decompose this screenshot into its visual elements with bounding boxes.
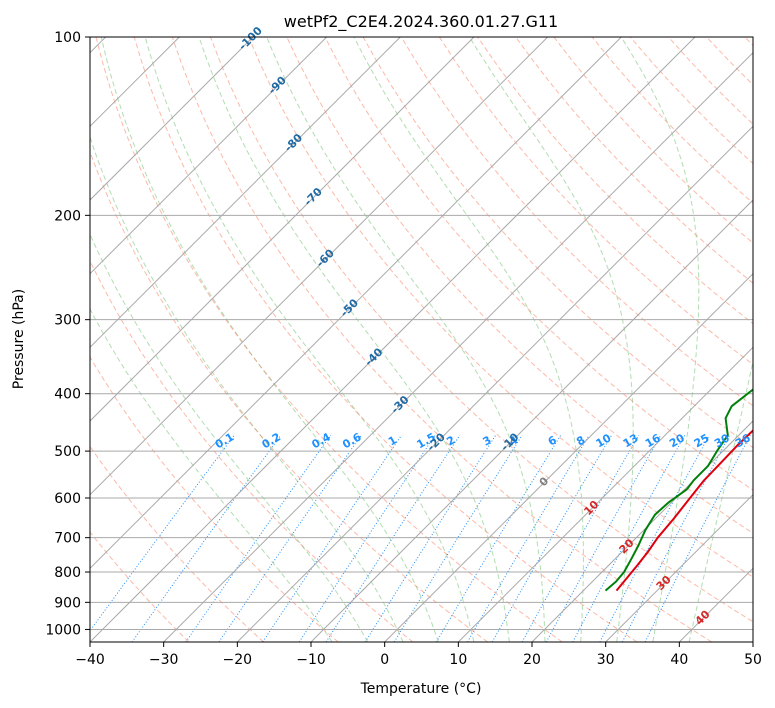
moist-adiabat-line — [90, 308, 333, 642]
moist-adiabat-line — [100, 37, 439, 642]
isotherm-line — [90, 37, 475, 422]
moist-adiabat-line — [90, 232, 369, 642]
isotherm-line — [531, 420, 753, 642]
x-tick-label: −40 — [75, 652, 105, 668]
dry-adiabat-line — [90, 445, 264, 642]
moist-adiabat-line — [353, 37, 584, 642]
moist-adiabats — [90, 37, 753, 642]
plot-area — [90, 37, 753, 642]
dry-adiabat-line — [90, 356, 339, 642]
temperature-profile-line — [615, 429, 753, 592]
mixing-ratio-line — [572, 434, 686, 642]
isotherm-line — [90, 37, 549, 496]
y-tick-label: 600 — [54, 491, 81, 507]
moist-adiabat-line — [90, 135, 404, 642]
x-tick-label: −10 — [296, 652, 326, 668]
x-tick-label: 20 — [523, 652, 541, 668]
isotherm-line — [752, 641, 753, 642]
dry-adiabat-line — [90, 531, 190, 642]
dry-adiabats — [90, 37, 753, 642]
mixing-ratio-line — [435, 434, 562, 642]
dry-adiabat-line — [515, 37, 753, 284]
plot-frame — [89, 36, 754, 643]
x-tick-label: 30 — [597, 652, 615, 668]
isotherm-line — [90, 37, 254, 201]
isotherm-line — [90, 37, 328, 275]
y-axis-ticks: 100 200 300 400 500 600 700 800 900 1000 — [45, 30, 90, 638]
mixing-ratio-line — [393, 434, 523, 642]
isotherm-line — [90, 37, 622, 570]
mixing-ratio-line — [218, 434, 362, 642]
dry-adiabat-line — [324, 37, 753, 491]
moist-adiabat-line — [688, 358, 753, 642]
dry-adiabat-line — [95, 37, 563, 642]
moist-adiabat-line — [620, 37, 700, 642]
x-tick-label: 50 — [744, 652, 762, 668]
isotherm-line — [310, 199, 753, 642]
y-tick-label: 800 — [54, 565, 81, 581]
isotherm-line — [90, 37, 696, 642]
mixing-ratio-line — [621, 434, 731, 642]
x-axis-ticks: −40 −30 −20 −10 0 10 20 30 40 50 — [75, 642, 762, 668]
moist-adiabat-line — [469, 37, 634, 642]
mixing-ratio-line — [298, 434, 436, 642]
mixing-ratio-line — [90, 434, 235, 632]
x-tick-label: 10 — [449, 652, 467, 668]
moist-adiabat-line — [198, 37, 510, 642]
dry-adiabat-line — [248, 37, 753, 578]
x-tick-label: 40 — [670, 652, 688, 668]
moist-adiabat-line — [144, 37, 475, 642]
y-tick-label: 300 — [54, 313, 81, 329]
profiles — [604, 388, 753, 592]
dry-adiabat-line — [133, 37, 638, 642]
isotherm-line — [163, 51, 753, 642]
chart-title: wetPf2_C2E4.2024.360.01.27.G11 — [284, 12, 558, 32]
mixing-ratio-line — [262, 434, 403, 642]
plot-background — [90, 37, 753, 642]
isotherm-line — [457, 346, 753, 642]
dry-adiabat-line — [438, 37, 753, 366]
isotherm-line — [384, 272, 753, 642]
mixing-ratio-line — [467, 434, 590, 642]
dewpoint-profile-line — [604, 388, 753, 592]
y-tick-label: 500 — [54, 444, 81, 460]
y-tick-label: 200 — [54, 208, 81, 224]
moist-adiabat-line — [266, 37, 546, 642]
y-tick-label: 1000 — [45, 622, 81, 638]
y-axis-title: Pressure (hPa) — [11, 289, 27, 389]
x-tick-label: −30 — [149, 652, 179, 668]
dry-adiabat-line — [171, 37, 712, 642]
mixing-ratio-line — [131, 434, 282, 642]
x-tick-label: 0 — [380, 652, 389, 668]
x-tick-label: −20 — [223, 652, 253, 668]
mixing-ratio-line — [185, 434, 332, 642]
y-tick-label: 100 — [54, 30, 81, 46]
isotherm-line — [605, 493, 753, 642]
isotherm-line — [236, 125, 753, 642]
isotherms — [90, 37, 753, 642]
dry-adiabat-line — [90, 150, 488, 642]
dry-adiabat-line — [210, 37, 753, 623]
dry-adiabat-line — [400, 37, 753, 407]
x-axis-title: Temperature (°C) — [360, 681, 482, 697]
y-tick-label: 400 — [54, 387, 81, 403]
y-tick-label: 900 — [54, 595, 81, 611]
mixing-ratio-line — [644, 434, 751, 642]
y-tick-label: 700 — [54, 531, 81, 547]
isotherm-line — [90, 37, 401, 349]
